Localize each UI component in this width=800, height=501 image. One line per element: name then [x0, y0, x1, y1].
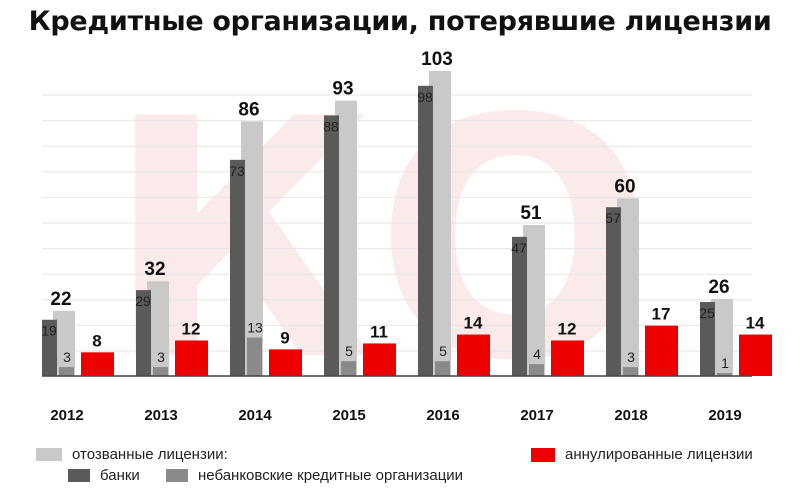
data-label-annulled: 12	[182, 319, 201, 338]
bar-nonbank	[247, 337, 262, 376]
bar-revoked-total	[241, 121, 263, 376]
bar-nonbank	[435, 361, 450, 376]
bar-nonbank	[623, 367, 638, 376]
data-label-annulled: 11	[370, 322, 388, 341]
bar-banks	[512, 236, 527, 376]
data-label-annulled: 9	[280, 328, 289, 347]
bar-annulled	[81, 352, 114, 376]
data-label-banks: 98	[417, 89, 433, 105]
data-label-banks: 88	[323, 118, 339, 134]
data-label-banks: 47	[511, 240, 527, 256]
bar-nonbank	[717, 373, 732, 376]
bar-banks	[324, 115, 339, 376]
legend-revoked: отозванные лицензии:	[36, 446, 228, 463]
data-label-nonbank: 4	[533, 346, 541, 362]
bar-nonbank	[153, 367, 168, 376]
bar-banks	[700, 301, 715, 376]
x-tick-label: 2012	[50, 407, 83, 424]
data-label-nonbank: 5	[345, 343, 353, 359]
data-label-annulled: 12	[558, 319, 577, 338]
x-tick-label: 2014	[238, 407, 272, 424]
data-label-annulled: 17	[652, 305, 671, 324]
legend-nonbank: небанковские кредитные организации	[166, 467, 463, 484]
bar-revoked-total	[147, 281, 169, 376]
bars: 2219383229312867313993885111039851451474…	[41, 49, 772, 377]
data-label-nonbank: 1	[721, 355, 729, 371]
bar-nonbank	[529, 364, 544, 376]
data-label-nonbank: 13	[247, 320, 263, 336]
bar-annulled	[645, 325, 678, 376]
bar-revoked-total	[523, 224, 545, 376]
data-label-nonbank: 3	[627, 349, 635, 365]
bar-annulled	[457, 334, 490, 376]
x-tick-label: 2018	[614, 407, 647, 424]
bar-revoked-total	[711, 299, 733, 376]
data-label-revoked-total: 93	[332, 79, 353, 100]
legend-annulled: аннулированные лицензии	[531, 446, 753, 463]
bar-banks	[42, 319, 57, 376]
bar-nonbank	[59, 367, 74, 376]
data-label-banks: 57	[605, 210, 621, 226]
bar-revoked-total	[335, 100, 357, 377]
data-label-revoked-total: 103	[421, 49, 453, 70]
bar-revoked-total	[617, 198, 639, 376]
bar-banks	[136, 290, 151, 376]
data-label-revoked-total: 32	[144, 259, 165, 280]
legend-label-revoked: отозванные лицензии:	[72, 446, 228, 463]
bar-annulled	[269, 349, 302, 376]
x-tick-label: 2019	[708, 407, 741, 424]
bar-banks	[606, 207, 621, 376]
data-label-nonbank: 3	[63, 349, 71, 365]
data-label-annulled: 8	[92, 331, 101, 350]
legend-label-annulled: аннулированные лицензии	[565, 446, 753, 463]
legend-banks: банки	[68, 467, 140, 484]
data-label-banks: 73	[229, 163, 245, 179]
data-label-revoked-total: 60	[614, 176, 635, 197]
data-label-revoked-total: 86	[238, 99, 259, 120]
data-label-banks: 29	[135, 293, 151, 309]
data-label-revoked-total: 22	[50, 289, 71, 310]
bar-annulled	[175, 340, 208, 376]
legend-label-banks: банки	[100, 467, 140, 484]
legend-swatch-banks	[68, 469, 90, 482]
bar-banks	[230, 159, 245, 376]
x-tick-label: 2013	[144, 407, 177, 424]
data-label-annulled: 14	[464, 314, 483, 333]
data-label-revoked-total: 51	[520, 203, 542, 224]
x-axis-ticks: 2012 2013 2014 2015 2016 2017 2018 2019	[50, 407, 741, 424]
bar-annulled	[739, 334, 772, 376]
x-tick-label: 2015	[332, 407, 365, 424]
bar-nonbank	[341, 361, 356, 376]
bar-annulled	[551, 340, 584, 376]
bar-revoked-total	[53, 310, 75, 376]
legend-swatch-nonbank	[166, 469, 188, 482]
x-tick-label: 2017	[520, 407, 553, 424]
x-tick-label: 2016	[426, 407, 459, 424]
data-label-banks: 25	[699, 305, 715, 321]
data-label-nonbank: 5	[439, 343, 447, 359]
data-label-banks: 19	[41, 323, 57, 339]
data-label-revoked-total: 26	[708, 277, 729, 298]
data-label-annulled: 14	[746, 314, 765, 333]
bar-revoked-total	[429, 71, 451, 376]
chart-title: Кредитные организации, потерявшие лиценз…	[28, 6, 772, 37]
bar-annulled	[363, 343, 396, 376]
legend-label-nonbank: небанковские кредитные организации	[198, 467, 464, 484]
legend-swatch-annulled	[531, 447, 555, 462]
legend-swatch-revoked	[36, 448, 62, 461]
data-label-nonbank: 3	[157, 349, 165, 365]
bar-banks	[418, 85, 433, 377]
